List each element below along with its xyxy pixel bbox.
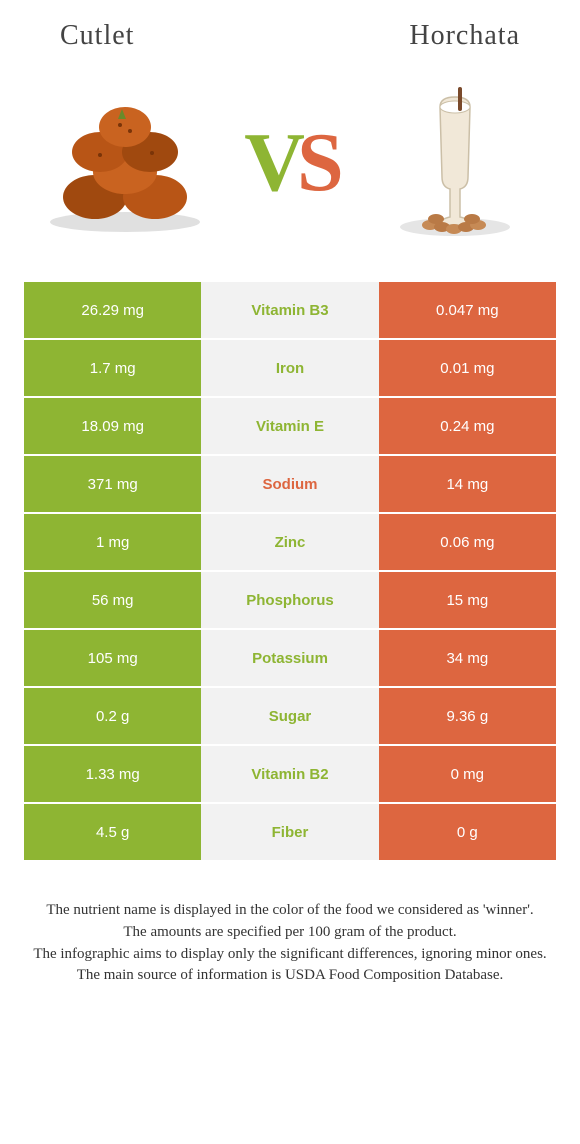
vs-s-letter: S — [297, 116, 336, 209]
nutrient-label: Fiber — [201, 804, 378, 860]
nutrient-label: Phosphorus — [201, 572, 378, 628]
title-right: Horchata — [409, 20, 520, 52]
value-left: 105 mg — [24, 630, 201, 686]
value-right: 9.36 g — [379, 688, 556, 744]
nutrient-label: Vitamin B2 — [201, 746, 378, 802]
nutrient-label: Zinc — [201, 514, 378, 570]
nutrient-label: Sugar — [201, 688, 378, 744]
value-left: 4.5 g — [24, 804, 201, 860]
nutrient-label: Potassium — [201, 630, 378, 686]
nutrient-label: Vitamin B3 — [201, 282, 378, 338]
cutlet-image — [40, 77, 210, 247]
table-row: 4.5 gFiber0 g — [24, 804, 556, 860]
table-row: 18.09 mgVitamin E0.24 mg — [24, 398, 556, 454]
value-left: 1.33 mg — [24, 746, 201, 802]
table-row: 0.2 gSugar9.36 g — [24, 688, 556, 744]
value-left: 0.2 g — [24, 688, 201, 744]
value-right: 0.24 mg — [379, 398, 556, 454]
vs-v-letter: V — [244, 116, 297, 209]
value-left: 371 mg — [24, 456, 201, 512]
footer-line: The nutrient name is displayed in the co… — [30, 900, 550, 922]
value-left: 56 mg — [24, 572, 201, 628]
value-left: 1 mg — [24, 514, 201, 570]
table-row: 1.7 mgIron0.01 mg — [24, 340, 556, 396]
value-right: 0.047 mg — [379, 282, 556, 338]
value-right: 0 g — [379, 804, 556, 860]
value-right: 34 mg — [379, 630, 556, 686]
title-left: Cutlet — [60, 20, 134, 52]
value-right: 0.06 mg — [379, 514, 556, 570]
value-right: 14 mg — [379, 456, 556, 512]
footer-notes: The nutrient name is displayed in the co… — [30, 900, 550, 987]
table-row: 1.33 mgVitamin B20 mg — [24, 746, 556, 802]
footer-line: The infographic aims to display only the… — [30, 944, 550, 966]
footer-line: The main source of information is USDA F… — [30, 965, 550, 987]
value-left: 1.7 mg — [24, 340, 201, 396]
value-left: 26.29 mg — [24, 282, 201, 338]
table-row: 105 mgPotassium34 mg — [24, 630, 556, 686]
nutrient-label: Sodium — [201, 456, 378, 512]
value-right: 15 mg — [379, 572, 556, 628]
table-row: 1 mgZinc0.06 mg — [24, 514, 556, 570]
table-row: 26.29 mgVitamin B30.047 mg — [24, 282, 556, 338]
images-row: VS — [0, 62, 580, 282]
table-row: 56 mgPhosphorus15 mg — [24, 572, 556, 628]
nutrient-label: Vitamin E — [201, 398, 378, 454]
nutrient-label: Iron — [201, 340, 378, 396]
table-row: 371 mgSodium14 mg — [24, 456, 556, 512]
footer-line: The amounts are specified per 100 gram o… — [30, 922, 550, 944]
header: Cutlet Horchata — [0, 0, 580, 62]
value-right: 0 mg — [379, 746, 556, 802]
nutrient-table: 26.29 mgVitamin B30.047 mg1.7 mgIron0.01… — [24, 282, 556, 860]
vs-label: VS — [244, 114, 335, 211]
value-right: 0.01 mg — [379, 340, 556, 396]
horchata-image — [370, 77, 540, 247]
value-left: 18.09 mg — [24, 398, 201, 454]
